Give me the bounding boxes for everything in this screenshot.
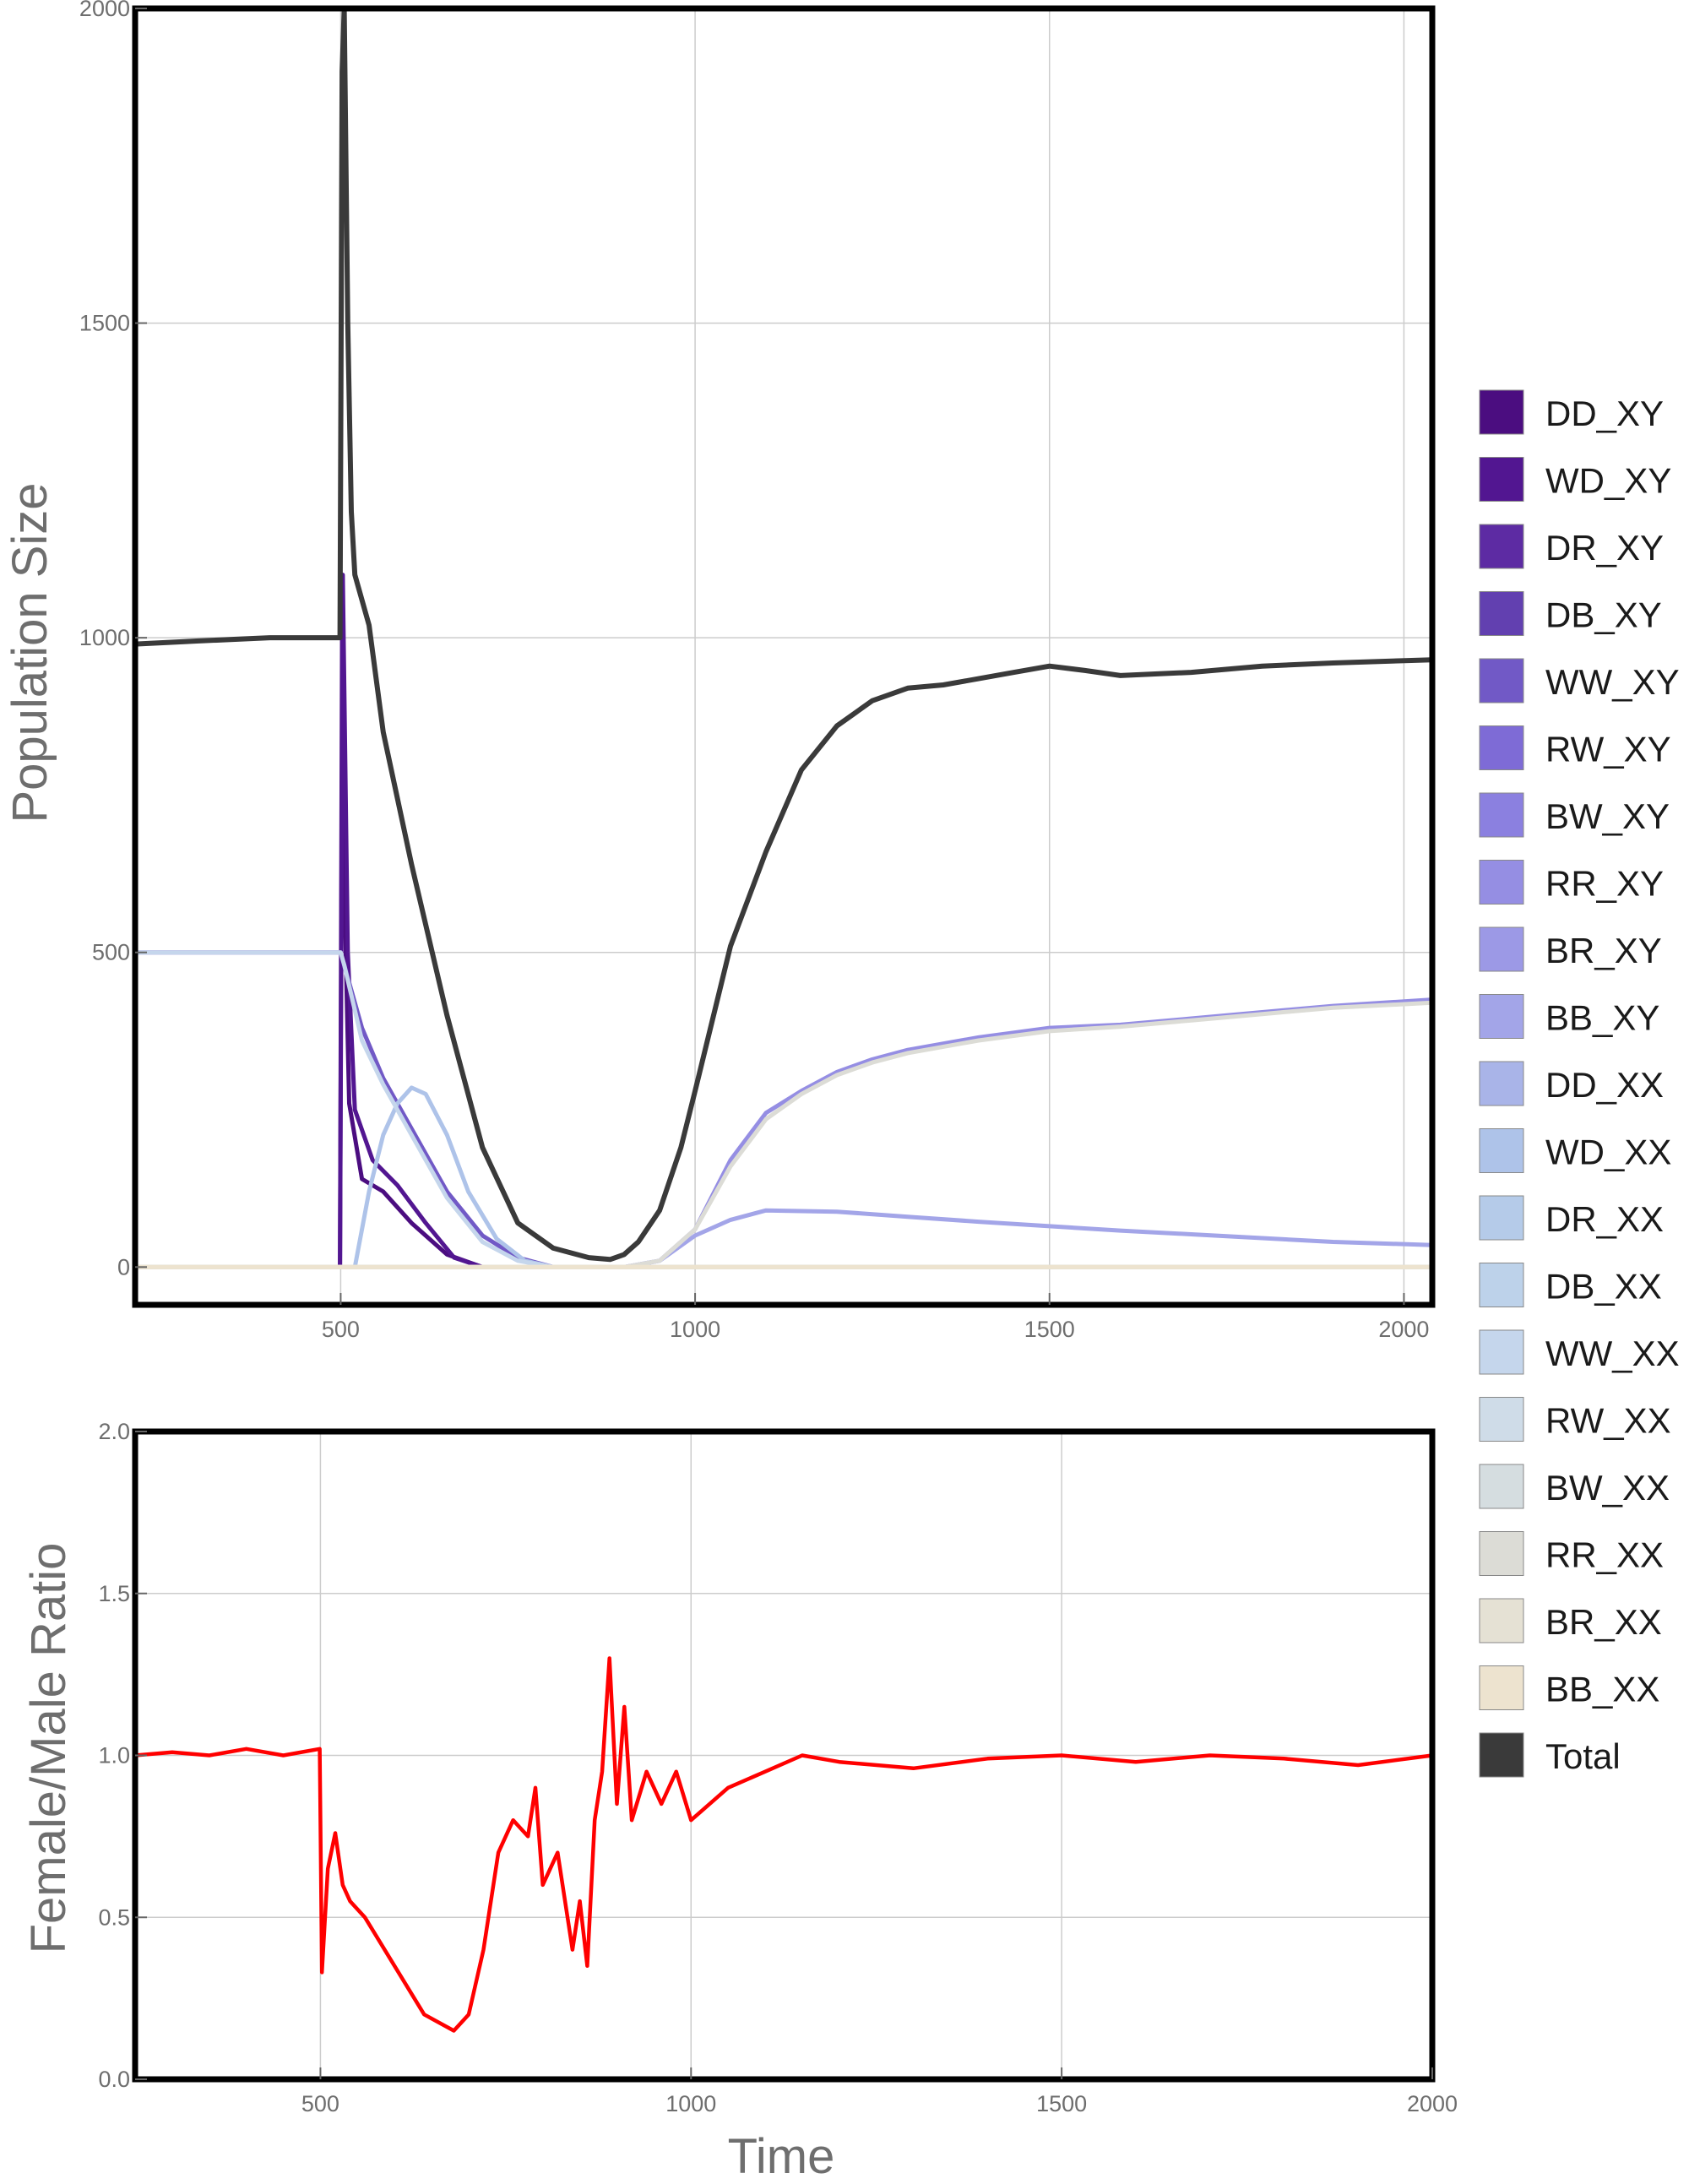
legend-label-dd-xy: DD_XY bbox=[1545, 394, 1664, 433]
pop-y-tick-label-0: 0 bbox=[117, 1254, 130, 1279]
pop-plot-frame bbox=[132, 5, 1436, 1308]
legend-label-bw-xx: BW_XX bbox=[1545, 1468, 1670, 1508]
ratio-y-tick-label-3: 1.5 bbox=[98, 1581, 130, 1606]
legend-swatch-ww-xy bbox=[1479, 658, 1524, 704]
ratio-y-tick-label-1: 0.5 bbox=[98, 1904, 130, 1930]
legend-swatch-br-xy bbox=[1479, 926, 1524, 972]
legend-swatch-bb-xy bbox=[1479, 994, 1524, 1039]
legend-swatch-ww-xx bbox=[1479, 1329, 1524, 1375]
legend-label-dr-xy: DR_XY bbox=[1545, 528, 1664, 568]
legend-swatch-db-xx bbox=[1479, 1263, 1524, 1307]
legend-label-dr-xx: DR_XX bbox=[1545, 1199, 1664, 1239]
ratio-panel: 500 1000 1500 2000 0.0 0.5 1.0 1.5 2.0 bbox=[98, 1419, 1458, 2116]
legend-swatch-dd-xy bbox=[1479, 389, 1524, 435]
pop-series-wd-xx bbox=[133, 1085, 1435, 1269]
legend-label-dd-xx: DD_XX bbox=[1545, 1065, 1664, 1105]
legend-label-wd-xx: WD_XX bbox=[1545, 1133, 1671, 1172]
legend: DD_XY WD_XY DR_XY DB_XY WW_XY RW_XY BW_XY RR_XY… bbox=[1479, 389, 1680, 1778]
legend-label-rr-xx: RR_XX bbox=[1545, 1535, 1664, 1575]
legend-swatch-rr-xy bbox=[1479, 860, 1524, 905]
legend-label-ww-xy: WW_XY bbox=[1545, 662, 1680, 702]
legend-swatch-total bbox=[1479, 1732, 1524, 1778]
pop-series-bb-xy bbox=[133, 1208, 1435, 1269]
ratio-x-tick-label-500: 500 bbox=[301, 2091, 339, 2116]
legend-swatch-bw-xx bbox=[1479, 1464, 1524, 1509]
x-axis-title-time: Time bbox=[728, 2129, 835, 2184]
pop-series-wd-xy bbox=[133, 573, 1435, 1269]
legend-swatch-rw-xx bbox=[1479, 1397, 1524, 1442]
legend-swatch-dr-xy bbox=[1479, 524, 1524, 569]
y-axis-title-population: Population Size bbox=[3, 482, 57, 823]
pop-x-tick-label-500: 500 bbox=[322, 1317, 360, 1342]
pop-series-total bbox=[133, 6, 1435, 1263]
legend-label-bw-xy: BW_XY bbox=[1545, 796, 1670, 836]
legend-label-ww-xx: WW_XX bbox=[1545, 1334, 1680, 1373]
pop-series-rr-xy bbox=[133, 997, 1435, 1269]
ratio-y-tick-label-2: 1.0 bbox=[98, 1743, 130, 1768]
pop-x-tick-label-1500: 1500 bbox=[1024, 1317, 1075, 1342]
legend-label-db-xy: DB_XY bbox=[1545, 595, 1662, 635]
legend-swatch-dr-xx bbox=[1479, 1195, 1524, 1241]
ratio-x-tick-label-1000: 1000 bbox=[665, 2091, 716, 2116]
pop-x-tick-label-1000: 1000 bbox=[670, 1317, 720, 1342]
pop-x-tick-label-2000: 2000 bbox=[1378, 1317, 1429, 1342]
ratio-x-tick-label-1500: 1500 bbox=[1036, 2091, 1087, 2116]
legend-label-rw-xx: RW_XX bbox=[1545, 1401, 1671, 1441]
legend-label-total: Total bbox=[1545, 1736, 1621, 1776]
pop-series-rr-xx bbox=[133, 1000, 1435, 1269]
pop-series-ww-xx bbox=[133, 950, 1435, 1269]
legend-label-rw-xy: RW_XY bbox=[1545, 730, 1671, 769]
pop-y-tick-label-4: 2000 bbox=[79, 0, 130, 21]
legend-label-br-xx: BR_XX bbox=[1545, 1602, 1662, 1642]
legend-swatch-wd-xx bbox=[1479, 1128, 1524, 1173]
pop-series-ww-xy bbox=[133, 950, 1435, 1269]
legend-swatch-rr-xx bbox=[1479, 1531, 1524, 1576]
ratio-x-tick-label-2000: 2000 bbox=[1407, 2091, 1458, 2116]
pop-y-tick-label-2: 1000 bbox=[79, 625, 130, 650]
legend-swatch-wd-xy bbox=[1479, 457, 1524, 502]
legend-label-db-xx: DB_XX bbox=[1545, 1267, 1662, 1307]
ratio-series-ratio bbox=[133, 1656, 1435, 2033]
pop-y-tick-label-1: 500 bbox=[92, 940, 130, 965]
legend-swatch-bb-xx bbox=[1479, 1665, 1524, 1710]
ratio-y-tick-label-0: 0.0 bbox=[98, 2067, 130, 2092]
legend-swatch-rw-xy bbox=[1479, 725, 1524, 770]
legend-swatch-bw-xy bbox=[1479, 792, 1524, 838]
legend-label-rr-xy: RR_XY bbox=[1545, 864, 1664, 904]
legend-swatch-dd-xx bbox=[1479, 1061, 1524, 1106]
legend-swatch-br-xx bbox=[1479, 1598, 1524, 1643]
ratio-y-tick-label-4: 2.0 bbox=[98, 1419, 130, 1444]
legend-label-wd-xy: WD_XY bbox=[1545, 461, 1671, 501]
legend-swatch-db-xy bbox=[1479, 591, 1524, 636]
legend-label-bb-xx: BB_XX bbox=[1545, 1670, 1659, 1709]
population-panel: 500 1000 1500 2000 0 500 1000 1500 2000 bbox=[79, 0, 1436, 1342]
legend-label-br-xy: BR_XY bbox=[1545, 931, 1662, 970]
pop-y-tick-label-3: 1500 bbox=[79, 311, 130, 336]
legend-label-bb-xy: BB_XY bbox=[1545, 998, 1659, 1038]
y-axis-title-ratio: Female/Male Ratio bbox=[21, 1543, 76, 1954]
